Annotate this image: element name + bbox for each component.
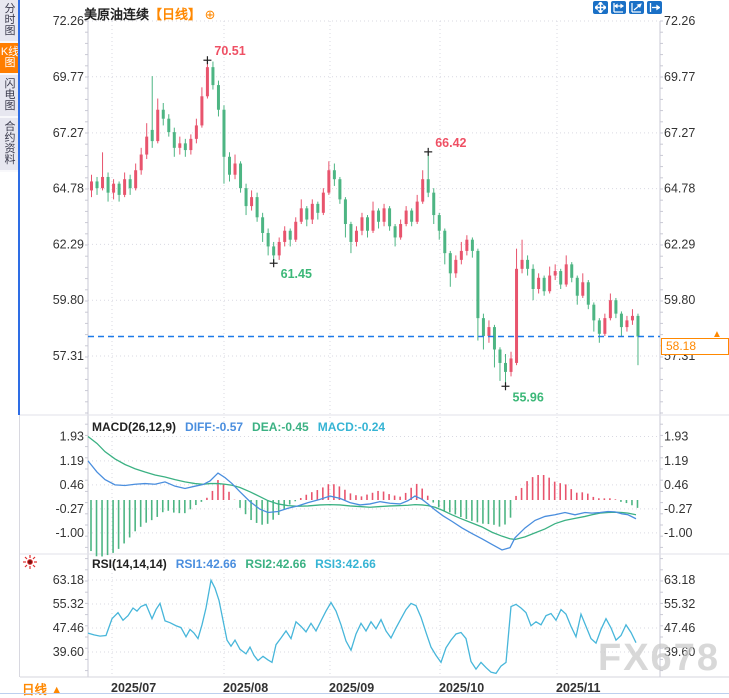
svg-text:64.78: 64.78 bbox=[53, 182, 84, 196]
bottom-accent-line bbox=[0, 693, 729, 694]
svg-text:-1.00: -1.00 bbox=[664, 526, 693, 540]
svg-text:2025/09: 2025/09 bbox=[329, 681, 374, 695]
rsi1-value: RSI1:42.66 bbox=[175, 557, 237, 571]
svg-text:-0.27: -0.27 bbox=[56, 502, 85, 516]
svg-text:39.60: 39.60 bbox=[664, 645, 695, 659]
svg-text:62.29: 62.29 bbox=[53, 237, 84, 251]
footer-timeframe-selector[interactable]: 日线 ▲ bbox=[22, 679, 63, 698]
svg-text:-1.00: -1.00 bbox=[56, 526, 85, 540]
rsi-params-label: RSI(14,14,14) bbox=[92, 557, 167, 571]
svg-text:64.78: 64.78 bbox=[664, 182, 695, 196]
svg-text:2025/08: 2025/08 bbox=[223, 681, 268, 695]
watermark: FX678 bbox=[598, 637, 720, 679]
svg-text:55.96: 55.96 bbox=[513, 390, 544, 404]
svg-text:63.18: 63.18 bbox=[53, 573, 84, 587]
rsi-header: RSI(14,14,14) RSI1:42.66 RSI2:42.66 RSI3:42… bbox=[92, 557, 385, 571]
svg-text:0.46: 0.46 bbox=[664, 478, 688, 492]
sidebar-item-lightning-chart[interactable]: 闪电图 bbox=[0, 75, 20, 118]
svg-text:69.77: 69.77 bbox=[53, 70, 84, 84]
sidebar-divider bbox=[18, 0, 20, 415]
svg-text:63.18: 63.18 bbox=[664, 573, 695, 587]
circle-plus-icon[interactable]: ⊕ bbox=[204, 7, 216, 22]
price-arrow-icon: ▲ bbox=[712, 329, 722, 340]
svg-text:67.27: 67.27 bbox=[53, 126, 84, 140]
svg-text:2025/11: 2025/11 bbox=[556, 681, 601, 695]
svg-text:59.80: 59.80 bbox=[53, 293, 84, 307]
svg-text:61.45: 61.45 bbox=[281, 267, 312, 281]
sidebar-item-kline-chart[interactable]: K线图 bbox=[0, 43, 20, 75]
svg-text:72.26: 72.26 bbox=[664, 14, 695, 28]
svg-text:67.27: 67.27 bbox=[664, 126, 695, 140]
live-marker-icon bbox=[23, 555, 37, 569]
svg-text:55.32: 55.32 bbox=[664, 597, 695, 611]
current-price-tag: 58.18 bbox=[661, 338, 729, 355]
symbol-name: 美原油连续 bbox=[84, 7, 150, 22]
rsi2-value: RSI2:42.66 bbox=[245, 557, 307, 571]
pan-right-icon[interactable] bbox=[647, 1, 662, 14]
svg-text:47.46: 47.46 bbox=[53, 621, 84, 635]
svg-text:59.80: 59.80 bbox=[664, 293, 695, 307]
macd-header: MACD(26,12,9) DIFF:-0.57 DEA:-0.45 MACD:-0.… bbox=[92, 420, 394, 434]
macd-params-label: MACD(26,12,9) bbox=[92, 420, 177, 434]
svg-text:1.93: 1.93 bbox=[664, 430, 688, 444]
svg-text:39.60: 39.60 bbox=[53, 645, 84, 659]
chart-toolbar bbox=[593, 1, 662, 14]
svg-text:57.31: 57.31 bbox=[53, 349, 84, 363]
svg-text:70.51: 70.51 bbox=[214, 44, 245, 58]
sidebar-divider-lower bbox=[19, 415, 20, 677]
svg-text:55.32: 55.32 bbox=[53, 597, 84, 611]
svg-text:-0.27: -0.27 bbox=[664, 502, 693, 516]
svg-text:69.77: 69.77 bbox=[664, 70, 695, 84]
rsi3-value: RSI3:42.66 bbox=[315, 557, 376, 571]
macd-dea-value: DEA:-0.45 bbox=[252, 420, 309, 434]
svg-text:1.93: 1.93 bbox=[60, 430, 84, 444]
fit-horizontal-icon[interactable] bbox=[611, 1, 626, 14]
timeframe-label: 【日线】 bbox=[149, 7, 202, 22]
svg-text:66.42: 66.42 bbox=[435, 136, 466, 150]
svg-text:2025/07: 2025/07 bbox=[111, 681, 156, 695]
macd-diff-value: DIFF:-0.57 bbox=[185, 420, 244, 434]
macd-hist-value: MACD:-0.24 bbox=[317, 420, 386, 434]
sidebar: 分时图 K线图 闪电图 合约资料 bbox=[0, 0, 20, 695]
svg-text:2025/10: 2025/10 bbox=[439, 681, 484, 695]
sidebar-item-time-chart[interactable]: 分时图 bbox=[0, 0, 20, 43]
svg-text:62.29: 62.29 bbox=[664, 237, 695, 251]
move-icon[interactable] bbox=[593, 1, 608, 14]
svg-text:1.19: 1.19 bbox=[60, 454, 84, 468]
svg-text:72.26: 72.26 bbox=[53, 14, 84, 28]
sidebar-item-contract-info[interactable]: 合约资料 bbox=[0, 118, 20, 172]
chart-title: 美原油连续【日线】 ⊕ bbox=[84, 4, 216, 23]
svg-text:0.46: 0.46 bbox=[60, 478, 84, 492]
svg-text:47.46: 47.46 bbox=[664, 621, 695, 635]
fit-scale-icon[interactable] bbox=[629, 1, 644, 14]
svg-text:1.19: 1.19 bbox=[664, 454, 688, 468]
